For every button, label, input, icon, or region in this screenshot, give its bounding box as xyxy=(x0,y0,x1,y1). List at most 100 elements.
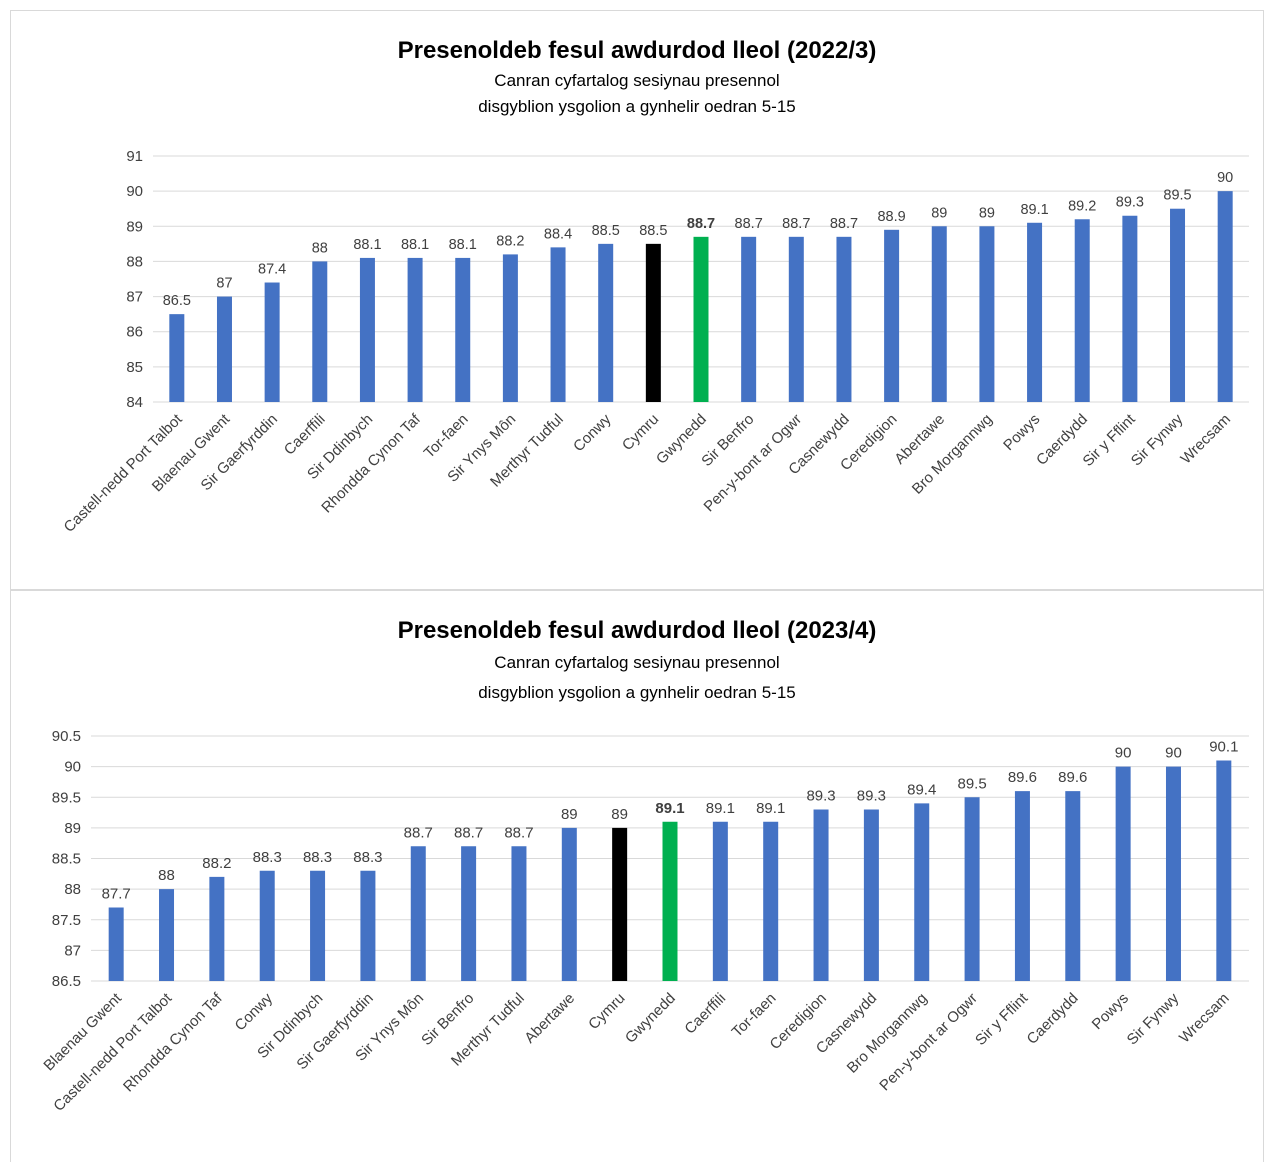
data-label: 89.3 xyxy=(806,788,835,805)
category-label: Wrecsam xyxy=(1176,990,1233,1047)
bar-conwy xyxy=(598,243,614,402)
category-label: Tor-faen xyxy=(729,990,780,1041)
chart-panel-2022-3: Presenoldeb fesul awdurdod lleol (2022/3… xyxy=(10,10,1264,590)
category-label: Sir Fynwy xyxy=(1124,989,1183,1048)
y-tick-label: 91 xyxy=(126,148,143,165)
bar-sir-benfro xyxy=(741,236,757,402)
y-tick-label: 89.5 xyxy=(52,789,81,806)
chart-subtitle-line-1: Canran cyfartalog sesiynau presennol xyxy=(494,653,780,672)
y-tick-label: 88.5 xyxy=(52,851,81,868)
bar-ceredigion xyxy=(884,229,900,402)
category-label: Sir y Fflint xyxy=(972,989,1032,1049)
chart-title: Presenoldeb fesul awdurdod lleol (2023/4… xyxy=(397,617,877,644)
category-label: Conwy xyxy=(232,989,277,1034)
category-label: Cymru xyxy=(619,411,662,454)
y-tick-label: 90 xyxy=(64,759,81,776)
data-label: 88.2 xyxy=(496,233,524,249)
data-label: 89.5 xyxy=(957,775,986,792)
bar-castell-nedd-port-talbot xyxy=(159,889,175,981)
data-label: 88.5 xyxy=(592,223,620,239)
data-label: 88.4 xyxy=(544,226,572,242)
category-label: Rhondda Cynon Taf xyxy=(120,989,226,1095)
bar-powys xyxy=(1115,766,1131,981)
data-label: 88.9 xyxy=(877,209,905,225)
bar-sir-benfro xyxy=(461,846,477,981)
y-tick-label: 87 xyxy=(64,942,81,959)
bar-rhondda-cynon-taf xyxy=(407,257,423,402)
chart-subtitle-line-2: disgyblion ysgolion a gynhelir oedran 5-… xyxy=(478,683,796,702)
data-label: 90 xyxy=(1217,170,1233,186)
bar-pen-y-bont-ar-ogwr xyxy=(788,236,804,402)
bar-bro-morgannwg xyxy=(979,226,995,402)
bar-blaenau-gwent xyxy=(108,907,124,981)
y-tick-label: 89 xyxy=(64,820,81,837)
bar-gwynedd xyxy=(693,236,709,402)
bar-sir-ddinbych xyxy=(310,870,326,981)
data-label: 87.4 xyxy=(258,262,286,278)
y-tick-label: 90 xyxy=(126,183,143,200)
data-label: 90 xyxy=(1165,745,1182,762)
bar-merthyr-tudful xyxy=(511,846,527,981)
category-label: Caerdydd xyxy=(1024,990,1082,1048)
data-label: 89.6 xyxy=(1058,769,1087,786)
bar-rhondda-cynon-taf xyxy=(209,876,225,981)
y-tick-label: 89 xyxy=(126,218,143,235)
data-label: 88.7 xyxy=(782,216,810,232)
data-label: 88.5 xyxy=(639,223,667,239)
y-tick-label: 84 xyxy=(126,394,143,411)
data-label: 89 xyxy=(561,806,578,823)
y-tick-label: 86.5 xyxy=(52,973,81,990)
data-label: 88.7 xyxy=(404,824,433,841)
category-label: Powys xyxy=(1000,411,1043,454)
bar-caerdydd xyxy=(1065,791,1081,981)
bar-bro-morgannwg xyxy=(914,803,930,981)
category-label: Conwy xyxy=(570,410,615,455)
bar-cymru xyxy=(645,243,661,402)
data-label: 88.1 xyxy=(449,237,477,253)
y-tick-label: 88 xyxy=(64,881,81,898)
data-label: 88 xyxy=(158,867,175,884)
category-label: Caerffili xyxy=(281,411,329,459)
data-label: 88.7 xyxy=(454,824,483,841)
bar-sir-y-fflint xyxy=(1014,791,1030,981)
data-label: 88 xyxy=(312,240,328,256)
y-tick-label: 90.5 xyxy=(52,728,81,745)
bar-sir-ynys-m-n xyxy=(502,254,518,402)
y-tick-label: 85 xyxy=(126,359,143,376)
category-label: Caerffili xyxy=(681,990,729,1038)
data-label: 89.2 xyxy=(1068,198,1096,214)
data-label: 90.1 xyxy=(1209,739,1238,756)
bar-gwynedd xyxy=(662,821,678,981)
category-label: Cymru xyxy=(585,990,628,1033)
data-label: 89.1 xyxy=(1020,202,1048,218)
data-label: 88.1 xyxy=(401,237,429,253)
data-label: 90 xyxy=(1115,745,1132,762)
bar-caerdydd xyxy=(1074,219,1090,402)
bar-castell-nedd-port-talbot xyxy=(169,314,185,402)
bar-cymru xyxy=(612,827,628,981)
y-tick-label: 86 xyxy=(126,324,143,341)
bar-sir-ddinbych xyxy=(359,257,375,402)
bar-blaenau-gwent xyxy=(216,296,232,402)
data-label: 88.7 xyxy=(687,216,715,232)
data-label: 88.3 xyxy=(253,849,282,866)
bar-sir-ynys-m-n xyxy=(410,846,426,981)
category-label: Wrecsam xyxy=(1177,411,1234,468)
data-label: 88.7 xyxy=(735,216,763,232)
bar-wrecsam xyxy=(1216,760,1232,981)
data-label: 87.7 xyxy=(102,886,131,903)
bar-tor-faen xyxy=(455,257,471,402)
data-label: 89.3 xyxy=(857,788,886,805)
chart-subtitle-line-2: disgyblion ysgolion a gynhelir oedran 5-… xyxy=(478,97,796,116)
category-label: Pen-y-bont ar Ogwr xyxy=(876,990,981,1095)
bar-conwy xyxy=(259,870,275,981)
data-label: 88.3 xyxy=(303,849,332,866)
data-label: 89.1 xyxy=(655,800,684,817)
bar-tor-faen xyxy=(763,821,779,981)
category-label: Sir Fynwy xyxy=(1128,410,1187,469)
chart-panel-2023-4: Presenoldeb fesul awdurdod lleol (2023/4… xyxy=(10,590,1264,1162)
data-label: 89.1 xyxy=(706,800,735,817)
data-label: 86.5 xyxy=(163,293,191,309)
data-label: 89.5 xyxy=(1163,188,1191,204)
data-label: 89 xyxy=(931,205,947,221)
